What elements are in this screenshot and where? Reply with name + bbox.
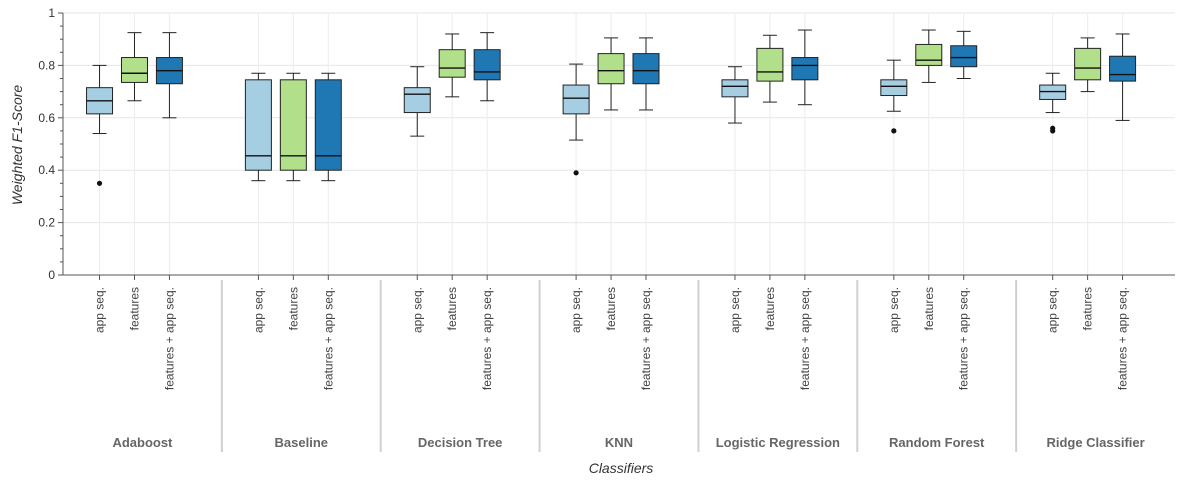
y-tick-label: 0.4 (38, 163, 55, 177)
x-tick-label: app seq. (1046, 287, 1060, 333)
box-iqr (562, 84, 590, 115)
box-iqr (279, 79, 307, 171)
box-iqr (791, 57, 819, 81)
plot-area (86, 29, 1137, 186)
x-tick-label: features + app seq. (957, 287, 971, 390)
x-tick-label: features (922, 287, 936, 330)
x-tick-label: features (127, 287, 141, 330)
box-iqr (632, 53, 660, 85)
x-tick-label: features + app seq. (480, 287, 494, 390)
group-label: KNN (605, 435, 633, 450)
group-label: Random Forest (889, 435, 985, 450)
group-label: Decision Tree (418, 435, 503, 450)
x-tick-label: features (286, 287, 300, 330)
box-iqr (880, 79, 908, 97)
box-iqr (438, 49, 466, 78)
x-tick-label: app seq. (251, 287, 265, 333)
x-tick-label: app seq. (728, 287, 742, 333)
box-iqr (473, 49, 501, 81)
box-iqr (950, 45, 978, 68)
group-label: Adaboost (112, 435, 173, 450)
grid-lines (63, 12, 1175, 276)
x-tick-label: app seq. (569, 287, 583, 333)
box-iqr (597, 53, 625, 85)
x-tick-label: features + app seq. (639, 287, 653, 390)
box-iqr (915, 43, 943, 66)
x-tick-label: features + app seq. (798, 287, 812, 390)
y-tick-label: 0 (48, 268, 55, 282)
x-tick-label: features + app seq. (1116, 287, 1130, 390)
box-iqr (1109, 55, 1137, 82)
x-tick-label: features (445, 287, 459, 330)
outlier-point (96, 180, 103, 186)
x-tick-label: features + app seq. (162, 287, 176, 390)
group-label: Baseline (275, 435, 328, 450)
box-iqr (314, 79, 342, 171)
x-tick-label: app seq. (887, 287, 901, 333)
x-tick-label: features + app seq. (321, 287, 335, 390)
y-axis-title: Weighted F1-Score (9, 85, 25, 206)
y-tick-label: 1 (48, 6, 55, 20)
x-tick-label: features (1081, 287, 1095, 330)
y-axis: 0 0.2 0.4 0.6 0.8 1 (38, 6, 64, 282)
y-tick-label: 0.2 (38, 216, 55, 230)
x-tick-label: features (604, 287, 618, 330)
x-axis: app seq. features features + app seq. Adabo… (63, 274, 1175, 452)
outlier-point (573, 170, 579, 176)
box-iqr (120, 57, 148, 83)
x-axis-title: Classifiers (589, 460, 654, 476)
group-label: Logistic Regression (716, 435, 840, 450)
box-iqr (1074, 47, 1102, 81)
outlier-point (891, 128, 897, 134)
box-iqr (721, 79, 749, 98)
box-iqr (403, 87, 431, 114)
box-iqr (756, 47, 784, 82)
x-tick-label: app seq. (93, 287, 107, 333)
group-label: Ridge Classifier (1046, 435, 1144, 450)
y-tick-label: 0.6 (38, 111, 55, 125)
x-tick-label: features (763, 287, 777, 330)
box-iqr (244, 79, 272, 171)
x-tick-label: app seq. (410, 287, 424, 333)
outlier-point (1050, 128, 1056, 134)
y-tick-label: 0.8 (38, 58, 55, 72)
